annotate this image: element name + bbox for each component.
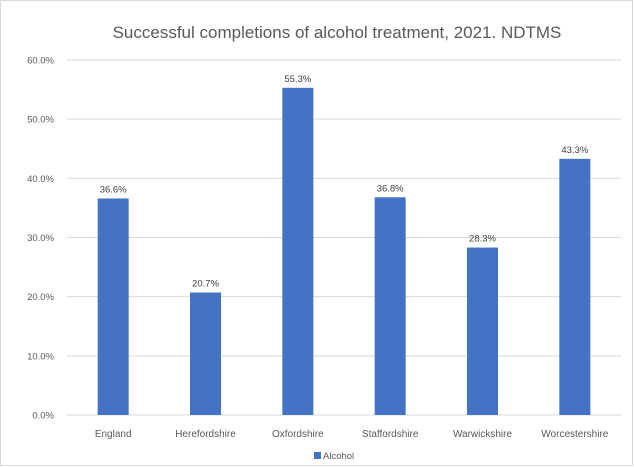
data-label: 55.3% bbox=[284, 74, 311, 85]
bar bbox=[97, 198, 129, 415]
bars bbox=[97, 87, 591, 415]
x-category-label: Worcestershire bbox=[541, 429, 608, 440]
bar bbox=[374, 197, 406, 415]
y-tick-label: 10.0% bbox=[27, 351, 54, 362]
x-category-label: Oxfordshire bbox=[272, 429, 324, 440]
x-category-label: Staffordshire bbox=[362, 429, 419, 440]
legend-label-alcohol: Alcohol bbox=[323, 451, 354, 462]
x-axis-category-labels: England Herefordshire Oxfordshire Staffords… bbox=[95, 429, 609, 440]
data-labels: 36.6% 20.7% 55.3% 36.8% 28.3% 43.3% bbox=[100, 74, 589, 290]
data-label: 36.8% bbox=[377, 183, 404, 194]
x-category-label: England bbox=[95, 429, 132, 440]
gridlines bbox=[67, 59, 621, 416]
y-tick-label: 60.0% bbox=[27, 56, 54, 67]
data-label: 20.7% bbox=[192, 279, 219, 290]
x-category-label: Warwickshire bbox=[453, 429, 513, 440]
legend: Alcohol bbox=[314, 451, 354, 462]
x-category-label: Herefordshire bbox=[175, 429, 236, 440]
y-tick-label: 30.0% bbox=[27, 233, 54, 244]
data-label: 43.3% bbox=[561, 145, 588, 156]
y-tick-label: 50.0% bbox=[27, 115, 54, 126]
bar bbox=[467, 247, 498, 415]
y-tick-label: 40.0% bbox=[27, 174, 54, 185]
legend-swatch-alcohol bbox=[314, 452, 321, 459]
y-tick-label: 0.0% bbox=[32, 411, 54, 422]
bar bbox=[559, 158, 591, 415]
y-tick-label: 20.0% bbox=[27, 292, 54, 303]
data-label: 36.6% bbox=[100, 184, 127, 195]
chart-title: Successful completions of alcohol treatm… bbox=[113, 23, 562, 42]
data-label: 28.3% bbox=[469, 234, 496, 245]
y-axis-tick-labels: 0.0% 10.0% 20.0% 30.0% 40.0% 50.0% 60.0% bbox=[27, 56, 54, 422]
bar bbox=[282, 87, 314, 415]
bar bbox=[190, 292, 221, 415]
